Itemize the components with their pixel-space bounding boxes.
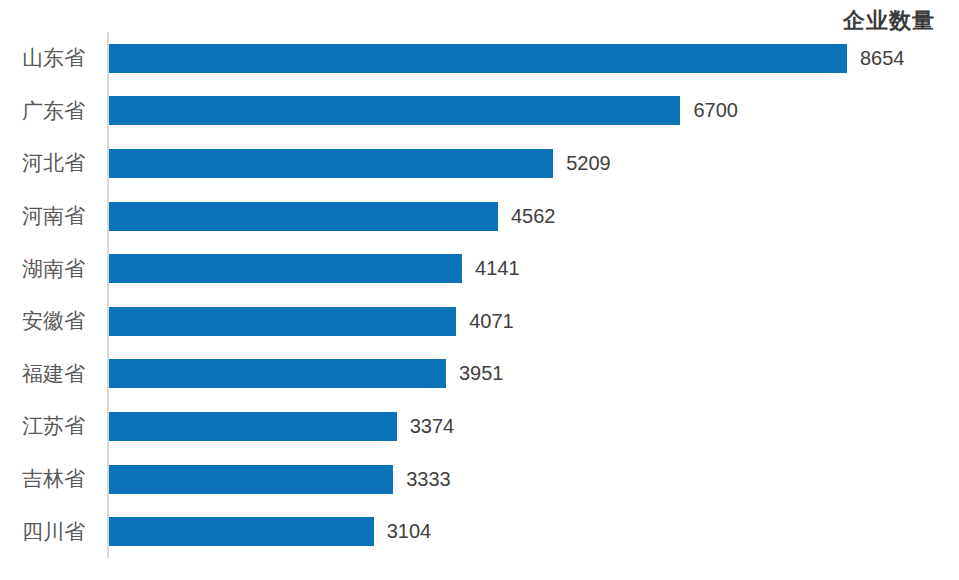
bar (109, 96, 680, 125)
value-label: 3374 (410, 415, 455, 438)
value-label: 4141 (475, 257, 520, 280)
value-label: 3333 (406, 468, 451, 491)
chart-row: 山东省 8654 (0, 32, 959, 85)
category-label: 福建省 (0, 360, 107, 388)
chart-row: 安徽省 4071 (0, 295, 959, 348)
enterprise-count-bar-chart: 企业数量 山东省8654广东省6700河北省5209河南省4562湖南省4141… (0, 0, 959, 580)
value-label: 3951 (459, 362, 504, 385)
bar-area: 4562 (107, 190, 959, 243)
value-label: 8654 (860, 47, 905, 70)
chart-rows: 山东省 8654 广东省 6700 河北省 5209 河南省 4562 湖南省 4141 安徽省 40… (0, 32, 959, 558)
bar-area: 3333 (107, 453, 959, 506)
category-label: 江苏省 (0, 412, 107, 440)
chart-row: 河北省 5209 (0, 137, 959, 190)
bar-area: 3104 (107, 505, 959, 558)
bar (109, 254, 462, 283)
bar-area: 6700 (107, 85, 959, 138)
value-label: 3104 (387, 520, 432, 543)
bar-area: 4141 (107, 242, 959, 295)
bar (109, 307, 456, 336)
chart-row: 江苏省 3374 (0, 400, 959, 453)
bar (109, 517, 374, 546)
bar (109, 412, 397, 441)
category-label: 河北省 (0, 149, 107, 177)
bar (109, 202, 498, 231)
chart-row: 湖南省 4141 (0, 242, 959, 295)
bar (109, 359, 446, 388)
bar-area: 3374 (107, 400, 959, 453)
bar-area: 5209 (107, 137, 959, 190)
bar (109, 465, 393, 494)
category-label: 吉林省 (0, 465, 107, 493)
bar-area: 8654 (107, 32, 959, 85)
value-label: 5209 (566, 152, 611, 175)
chart-row: 四川省 3104 (0, 505, 959, 558)
chart-row: 吉林省 3333 (0, 453, 959, 506)
category-label: 四川省 (0, 518, 107, 546)
category-label: 广东省 (0, 97, 107, 125)
bar-area: 4071 (107, 295, 959, 348)
category-label: 安徽省 (0, 307, 107, 335)
chart-row: 福建省 3951 (0, 348, 959, 401)
value-label: 4562 (511, 205, 556, 228)
chart-row: 河南省 4562 (0, 190, 959, 243)
chart-row: 广东省 6700 (0, 85, 959, 138)
category-label: 山东省 (0, 44, 107, 72)
bar (109, 149, 553, 178)
value-label: 6700 (693, 99, 738, 122)
bar-area: 3951 (107, 348, 959, 401)
category-label: 河南省 (0, 202, 107, 230)
value-label: 4071 (469, 310, 514, 333)
bar (109, 44, 847, 73)
category-label: 湖南省 (0, 255, 107, 283)
